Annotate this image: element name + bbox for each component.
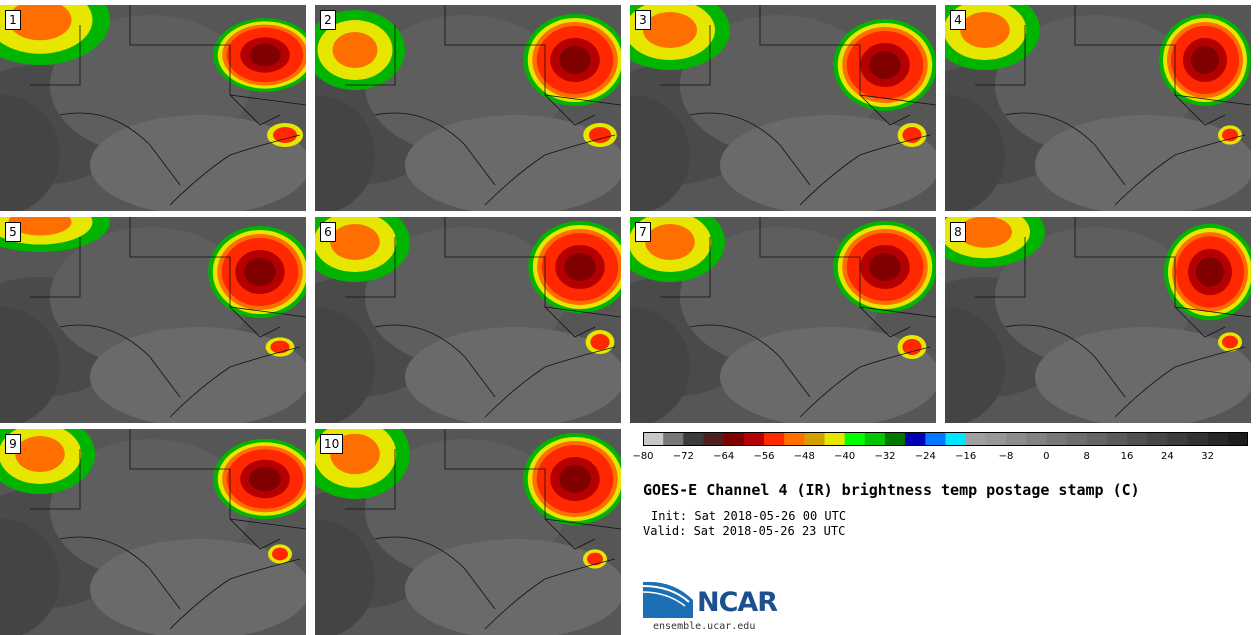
- colorbar-segment: [1187, 432, 1209, 446]
- colorbar-segment: [663, 432, 684, 446]
- colorbar-tick-label: 0: [1043, 451, 1050, 462]
- panel-number-label: 9: [5, 434, 21, 454]
- panel-number-label: 2: [320, 10, 336, 30]
- colorbar-segment: [864, 432, 886, 446]
- colorbar-segment: [764, 432, 785, 446]
- colorbar-tick-label: −64: [713, 451, 735, 462]
- satellite-map: [0, 217, 306, 423]
- panel-number-label: 3: [635, 10, 651, 30]
- forecast-panel: 8: [945, 217, 1251, 423]
- colorbar-tick-label: −24: [914, 451, 936, 462]
- satellite-map: [0, 429, 306, 635]
- ncar-logo-icon: [643, 581, 693, 618]
- panel-number-label: 1: [5, 10, 21, 30]
- colorbar-tick-label: −16: [955, 451, 977, 462]
- colorbar-segment: [703, 432, 725, 446]
- forecast-panel: 3: [630, 5, 936, 211]
- forecast-panel: 7: [630, 217, 936, 423]
- colorbar-segment: [723, 432, 745, 446]
- panel-number-label: 8: [950, 222, 966, 242]
- colorbar-segment: [1046, 432, 1067, 446]
- satellite-map: [0, 5, 306, 211]
- colorbar-tick-label: 32: [1201, 451, 1215, 462]
- colorbar-segment: [804, 432, 825, 446]
- colorbar-segment: [1147, 432, 1168, 446]
- colorbar-segment: [1106, 432, 1128, 446]
- colorbar-tick-label: −32: [874, 451, 896, 462]
- satellite-map: [630, 217, 936, 423]
- satellite-map: [315, 217, 621, 423]
- satellite-map: [945, 5, 1251, 211]
- colorbar-tick-label: −8: [998, 451, 1014, 462]
- forecast-panel: 6: [315, 217, 621, 423]
- colorbar-tick-label: 8: [1083, 451, 1090, 462]
- colorbar-segment: [824, 432, 846, 446]
- init-time: Init: Sat 2018-05-26 00 UTC: [651, 509, 847, 523]
- colorbar-tick-label: −48: [793, 451, 815, 462]
- colorbar-segment: [683, 432, 704, 446]
- forecast-panel: 1: [0, 5, 306, 211]
- satellite-map: [945, 217, 1251, 423]
- satellite-map: [630, 5, 936, 211]
- panel-number-label: 10: [320, 434, 344, 454]
- colorbar-segment: [1026, 432, 1047, 446]
- colorbar-tick-label: 24: [1160, 451, 1174, 462]
- colorbar-tick-label: −80: [632, 451, 654, 462]
- ncar-logo-text: NCAR: [697, 587, 778, 618]
- panel-number-label: 7: [635, 222, 651, 242]
- colorbar-tick-label: −72: [672, 451, 694, 462]
- colorbar-segment: [1066, 432, 1088, 446]
- forecast-panel: 10: [315, 429, 621, 635]
- forecast-panel: 4: [945, 5, 1251, 211]
- colorbar-segment: [965, 432, 987, 446]
- panel-number-label: 4: [950, 10, 966, 30]
- colorbar-segment: [844, 432, 866, 446]
- colorbar-segment: [643, 432, 664, 446]
- panel-number-label: 5: [5, 222, 21, 242]
- colorbar-segment: [1127, 432, 1148, 446]
- figure-title: GOES-E Channel 4 (IR) brightness temp po…: [643, 481, 1140, 499]
- colorbar-segment: [1006, 432, 1027, 446]
- colorbar-tick-label: 16: [1120, 451, 1134, 462]
- valid-time: Valid: Sat 2018-05-26 23 UTC: [643, 524, 846, 538]
- colorbar-segment: [1207, 432, 1229, 446]
- satellite-map: [315, 429, 621, 635]
- website-url[interactable]: ensemble.ucar.edu: [653, 621, 756, 632]
- colorbar-segment: [885, 432, 906, 446]
- temperature-colorbar: [643, 432, 1248, 446]
- panel-number-label: 6: [320, 222, 336, 242]
- colorbar-segment: [1227, 432, 1248, 446]
- colorbar-tick-label: −40: [834, 451, 856, 462]
- colorbar-tick-labels: −80 −72 −64 −56 −48 −40 −32 −24 −16 −8 0 8 16 24 32: [632, 451, 1248, 467]
- colorbar-segment: [945, 432, 967, 446]
- colorbar-segment: [1167, 432, 1188, 446]
- forecast-panel: 9: [0, 429, 306, 635]
- forecast-panel: 2: [315, 5, 621, 211]
- colorbar-segment: [985, 432, 1007, 446]
- colorbar-tick-label: −56: [753, 451, 775, 462]
- colorbar-segment: [905, 432, 926, 446]
- colorbar-segment: [1086, 432, 1108, 446]
- colorbar-segment: [925, 432, 946, 446]
- colorbar-segment: [784, 432, 805, 446]
- colorbar-segment: [743, 432, 765, 446]
- forecast-panel: 5: [0, 217, 306, 423]
- satellite-map: [315, 5, 621, 211]
